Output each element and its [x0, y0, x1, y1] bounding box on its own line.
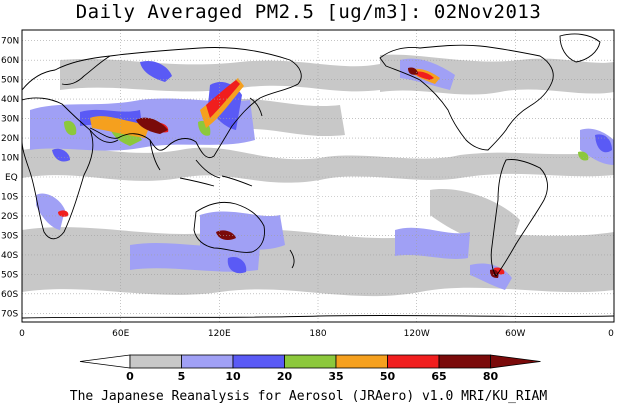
lat-label: 50S — [1, 270, 18, 280]
lat-label: 60S — [1, 290, 18, 300]
map-title: Daily Averaged PM2.5 [ug/m3]: 02Nov2013 — [75, 1, 542, 23]
lat-label: 10N — [1, 154, 19, 164]
colorbar-box — [181, 354, 234, 369]
lat-label: 40N — [1, 95, 19, 105]
lat-label: 30N — [1, 115, 19, 125]
latitude-labels: 70N 60N 50N 40N 30N 20N 10N EQ 10S 20S 3… — [1, 37, 19, 320]
colorbar-tick-label: 65 — [431, 370, 446, 383]
lat-label: EQ — [5, 173, 18, 183]
colorbar-tick-label: 80 — [483, 370, 499, 383]
colorbar-box — [284, 354, 337, 369]
colorbar-tick-label: 50 — [380, 370, 396, 383]
pm25-shading — [22, 54, 614, 297]
lat-label: 40S — [1, 251, 18, 261]
colorbar: 0 5 10 20 35 50 65 80 — [79, 354, 541, 383]
colorbar-tick-label: 5 — [178, 370, 186, 383]
lat-label: 50N — [1, 76, 19, 86]
lat-label: 30S — [1, 231, 18, 241]
lat-label: 10S — [1, 193, 18, 203]
lon-label: 180 — [309, 329, 326, 339]
lat-label: 60N — [1, 56, 19, 66]
lon-label: 120E — [208, 329, 231, 339]
lon-label: 60W — [505, 329, 525, 339]
colorbar-tick-label: 10 — [225, 370, 241, 383]
colorbar-box — [438, 354, 491, 369]
colorbar-boxes — [79, 354, 541, 369]
lon-label: 120W — [404, 329, 430, 339]
colorbar-labels: 0 5 10 20 35 50 65 80 — [126, 370, 498, 383]
lon-label: 0 — [19, 329, 25, 339]
lat-label: 70S — [1, 309, 18, 319]
map-frame — [21, 29, 615, 323]
colorbar-box — [232, 354, 285, 369]
colorbar-tick-label: 0 — [126, 370, 134, 383]
longitude-labels: 0 60E 120E 180 120W 60W 0 — [19, 329, 614, 339]
lon-label: 0 — [608, 329, 614, 339]
colorbar-tick-label: 35 — [328, 370, 343, 383]
pm25-world-map: 70N 60N 50N 40N 30N 20N 10N EQ 10S 20S 3… — [1, 29, 615, 339]
colorbar-box — [129, 354, 182, 369]
colorbar-arrow-high — [490, 354, 541, 369]
colorbar-box — [387, 354, 440, 369]
coastlines — [22, 33, 614, 319]
lon-label: 60E — [112, 329, 129, 339]
lat-label: 70N — [1, 37, 19, 47]
lat-label: 20N — [1, 134, 19, 144]
footer-credit: The Japanese Reanalysis for Aerosol (JRA… — [69, 389, 548, 404]
colorbar-arrow-low — [79, 354, 131, 369]
lat-label: 20S — [1, 212, 18, 222]
colorbar-box — [335, 354, 388, 369]
colorbar-tick-label: 20 — [277, 370, 293, 383]
